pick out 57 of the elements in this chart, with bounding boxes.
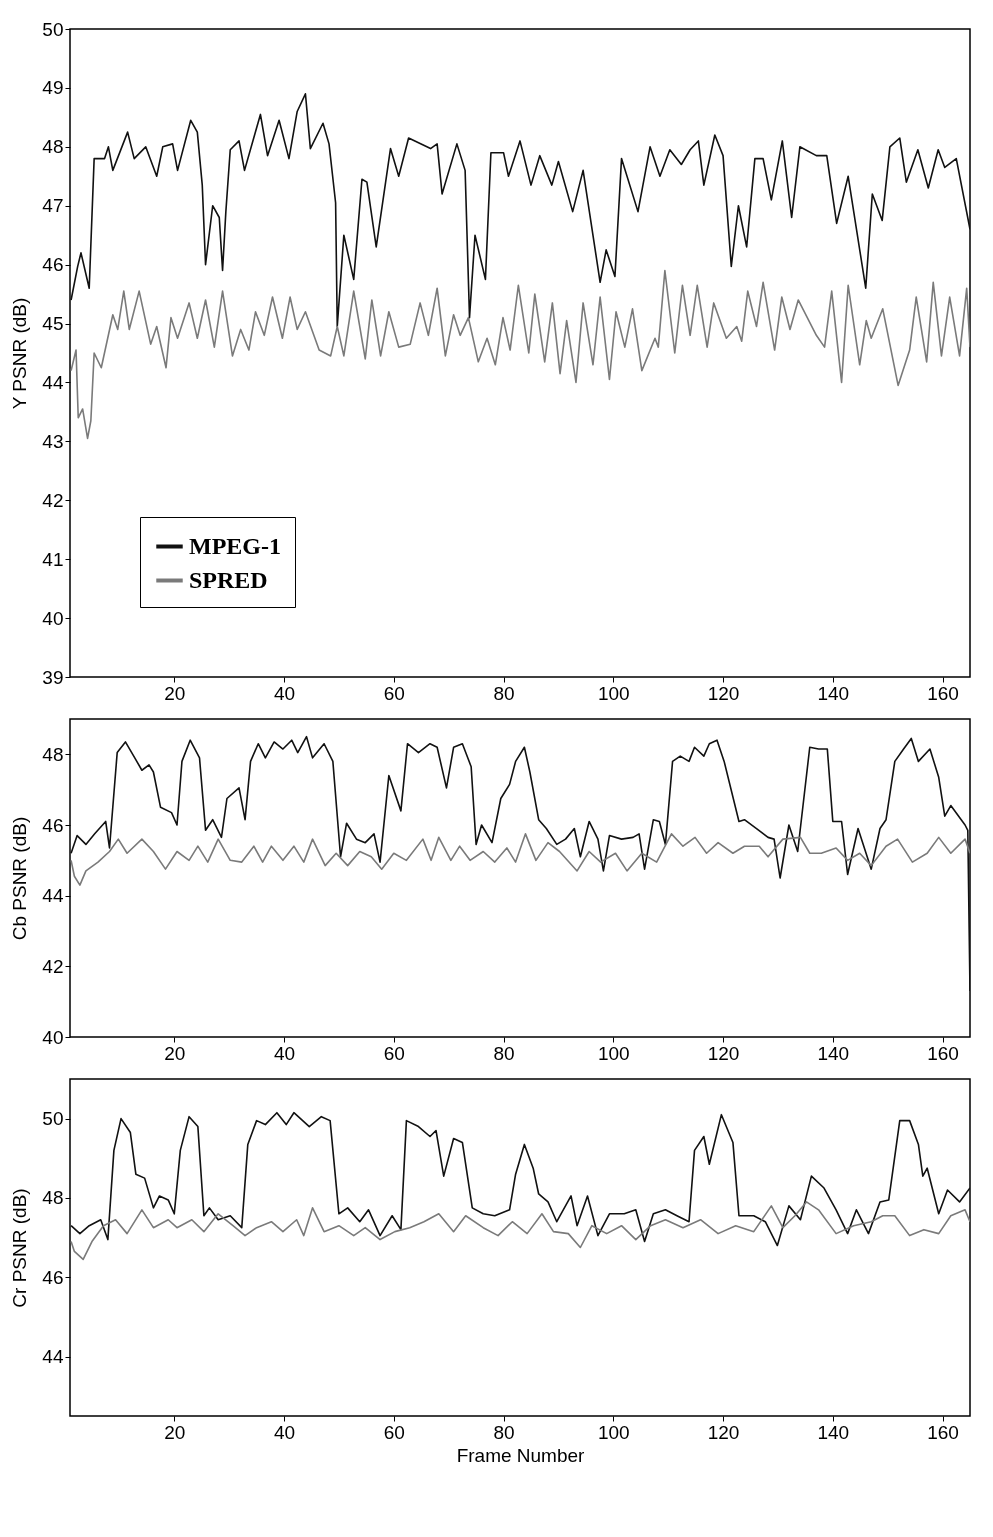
y-tick-label: 40	[42, 1026, 64, 1048]
y-tick-label: 46	[42, 814, 64, 836]
legend-label: MPEG-1	[189, 532, 281, 559]
x-tick-label: 100	[597, 1042, 630, 1064]
x-tick-label: 160	[927, 682, 959, 704]
x-tick-label: 160	[927, 1421, 959, 1443]
x-tick-label: 120	[707, 682, 740, 704]
y-axis-title: Cb PSNR (dB)	[9, 816, 31, 941]
line-series	[70, 1201, 970, 1261]
x-tick-label: 60	[383, 1421, 405, 1443]
x-tick-label: 60	[383, 682, 405, 704]
y-tick-label: 49	[42, 77, 64, 99]
x-tick-label: 80	[493, 682, 515, 704]
y-tick-label: 50	[42, 1108, 64, 1130]
x-tick-label: 60	[383, 1042, 405, 1064]
y-tick-label: 44	[42, 1346, 64, 1368]
y-tick-label: 48	[42, 136, 64, 158]
legend-label: SPRED	[189, 566, 268, 593]
y-tick-label: 45	[42, 313, 64, 335]
x-tick-label: 40	[273, 1421, 296, 1443]
x-tick-label: 140	[817, 1042, 850, 1064]
x-tick-label: 120	[707, 1042, 740, 1064]
y-axis-title: Cr PSNR (dB)	[9, 1188, 31, 1308]
y-tick-label: 48	[42, 743, 64, 765]
x-tick-label: 80	[493, 1042, 515, 1064]
y-tick-label: 46	[42, 254, 64, 276]
y-tick-label: 42	[42, 955, 64, 977]
line-series	[70, 735, 970, 992]
x-axis-title: Frame Number	[456, 1444, 586, 1466]
y-tick-label: 44	[42, 371, 64, 393]
x-tick-label: 20	[164, 1042, 186, 1064]
x-tick-label: 100	[597, 1421, 630, 1443]
y-tick-label: 40	[42, 607, 64, 629]
x-tick-label: 100	[597, 682, 630, 704]
y-tick-label: 48	[42, 1187, 64, 1209]
y-tick-label: 47	[42, 195, 64, 217]
x-tick-label: 140	[817, 1421, 850, 1443]
y-tick-label: 44	[42, 885, 64, 907]
y-axis-title: Y PSNR (dB)	[9, 297, 31, 410]
line-series	[70, 93, 970, 328]
x-tick-label: 140	[817, 682, 850, 704]
y-tick-label: 50	[42, 18, 64, 40]
y-tick-label: 42	[42, 489, 64, 511]
x-tick-label: 20	[164, 682, 186, 704]
x-tick-label: 160	[927, 1042, 959, 1064]
x-tick-label: 120	[707, 1421, 740, 1443]
x-tick-label: 40	[273, 682, 296, 704]
line-series	[70, 269, 970, 440]
line-series	[70, 1111, 970, 1247]
x-tick-label: 20	[164, 1421, 186, 1443]
x-tick-label: 80	[493, 1421, 515, 1443]
y-tick-label: 43	[42, 430, 64, 452]
line-series	[70, 833, 970, 886]
y-tick-label: 39	[42, 666, 64, 688]
y-tick-label: 41	[42, 548, 64, 570]
x-tick-label: 40	[273, 1042, 296, 1064]
y-tick-label: 46	[42, 1266, 64, 1288]
